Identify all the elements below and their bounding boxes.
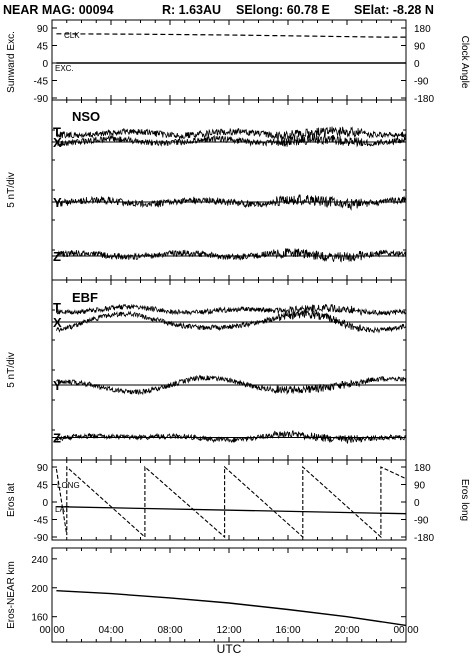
- x-axis-title: UTC: [217, 642, 242, 656]
- x-tick-label: 00:00: [393, 625, 418, 636]
- y-tick-label: -90: [34, 94, 49, 105]
- header-title: NEAR MAG: 00094: [3, 3, 113, 17]
- y2-tick-label: -90: [414, 77, 429, 88]
- header-distance: R: 1.63AU: [162, 3, 221, 17]
- sunward-y2label: Clock Angle: [459, 36, 470, 89]
- trace-label-y: Y: [53, 378, 62, 393]
- y2-tick-label: 180: [414, 463, 431, 474]
- sunward-ylabel: Sunward Exc.: [6, 31, 17, 93]
- series-range-line: [56, 590, 407, 627]
- y-tick-label: -45: [34, 77, 49, 88]
- series-exc-label: EXC.: [55, 64, 74, 73]
- y-tick-label: 240: [31, 555, 48, 566]
- series-clk-label: CLK: [64, 31, 80, 40]
- series-long-label: LONG: [57, 481, 80, 490]
- x-tick-label: 00:00: [39, 625, 64, 636]
- y-tick-label: 90: [37, 24, 49, 35]
- trace-t-line: [56, 126, 407, 142]
- y2-tick-label: -90: [414, 516, 429, 527]
- x-tick-label: 04:00: [98, 625, 123, 636]
- trace-label-x: X: [53, 315, 62, 330]
- y-tick-label: 200: [31, 584, 48, 595]
- eros-panel-frame: [51, 459, 407, 541]
- y-tick-label: 0: [42, 59, 48, 70]
- eros-y2label: Eros long: [459, 479, 470, 521]
- y2-tick-label: -180: [414, 94, 434, 105]
- x-tick-label: 20:00: [334, 625, 359, 636]
- trace-t-line: [56, 303, 407, 316]
- nso-panel-title: NSO: [72, 109, 100, 124]
- trace-z-line: [56, 430, 407, 445]
- y-tick-label: 90: [37, 463, 49, 474]
- trace-z-line: [56, 248, 407, 263]
- eros-ylabel: Eros lat: [6, 483, 17, 517]
- sunward-panel-frame: [51, 19, 407, 101]
- y-tick-label: 45: [37, 481, 49, 492]
- header-selong: SElong: 60.78 E: [236, 3, 330, 17]
- y-tick-label: 45: [37, 42, 49, 53]
- trace-y-line: [56, 374, 407, 396]
- y-tick-label: -45: [34, 516, 49, 527]
- y2-tick-label: 180: [414, 24, 431, 35]
- series-long-line: [55, 465, 407, 539]
- y2-tick-label: 0: [414, 498, 420, 509]
- chart-marks: 00:00 04:00 08:00 12:00 16:00 20:00 00:00 90 45 0…: [31, 20, 434, 642]
- ebf-panel-title: EBF: [72, 290, 98, 305]
- range-ylabel: Eros-NEAR km: [6, 561, 17, 629]
- x-tick-label: 08:00: [157, 625, 182, 636]
- y-tick-label: 160: [31, 613, 48, 624]
- series-clk-line: [56, 33, 406, 38]
- y2-tick-label: -180: [414, 533, 434, 544]
- y-tick-label: 0: [42, 498, 48, 509]
- nso-ylabel: 5 nT/div: [6, 172, 17, 208]
- trace-y-line: [56, 194, 407, 211]
- ebf-ylabel: 5 nT/div: [6, 352, 17, 388]
- y2-tick-label: 90: [414, 42, 426, 53]
- x-tick-label: 12:00: [216, 625, 241, 636]
- y2-tick-label: 90: [414, 481, 426, 492]
- y-tick-label: -90: [34, 533, 49, 544]
- trace-x-line: [56, 134, 407, 148]
- header-selat: SElat: -8.28 N: [354, 3, 434, 17]
- series-lat-line: [56, 506, 407, 515]
- series-lat-label: LAT: [55, 505, 69, 514]
- trace-label-t: T: [53, 300, 61, 315]
- x-tick-label: 16:00: [275, 625, 300, 636]
- trace-x-line: [56, 309, 407, 334]
- y2-tick-label: 0: [414, 59, 420, 70]
